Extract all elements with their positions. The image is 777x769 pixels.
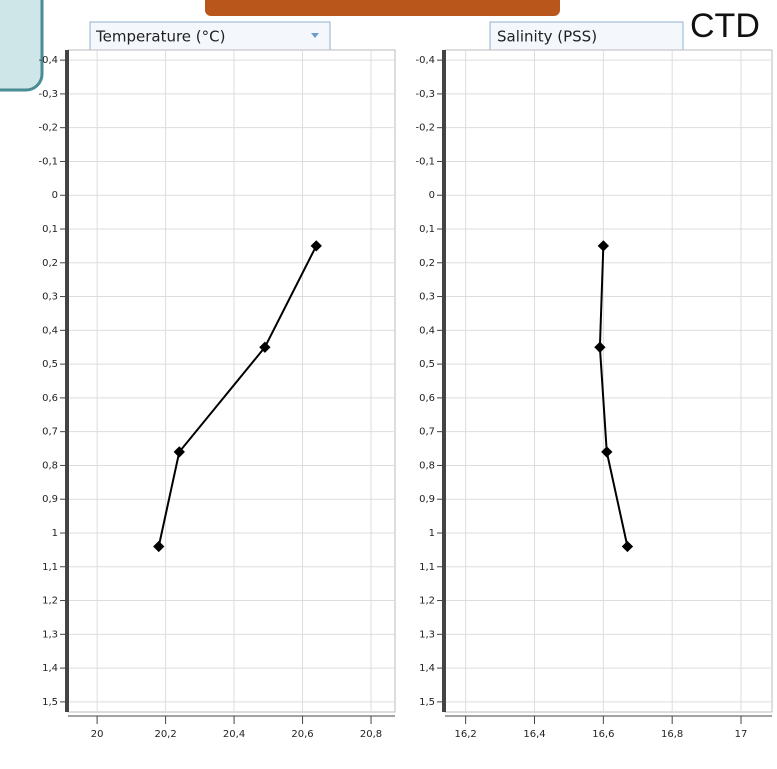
dropdown-label: Salinity (PSS) bbox=[497, 28, 597, 46]
y-tick-label: 1,4 bbox=[419, 663, 435, 674]
y-tick-label: -0,3 bbox=[415, 89, 435, 100]
x-tick-label: 20,8 bbox=[360, 729, 382, 740]
y-tick-label: 0,3 bbox=[419, 292, 435, 303]
y-tick-label: -0,3 bbox=[38, 89, 58, 100]
profile-line bbox=[157, 245, 318, 547]
y-tick-label: 0,1 bbox=[42, 224, 58, 235]
y-tick-label: 0,2 bbox=[419, 258, 435, 269]
y-tick-label: 1,5 bbox=[42, 697, 58, 708]
y-tick-label: 1 bbox=[429, 528, 435, 539]
photo-strip bbox=[205, 0, 560, 16]
y-tick-label: 0,7 bbox=[419, 427, 435, 438]
data-point bbox=[601, 446, 613, 458]
x-tick-label: 16,6 bbox=[592, 729, 614, 740]
data-point bbox=[173, 446, 185, 458]
plot-area bbox=[444, 49, 773, 713]
y-tick-label: 0,5 bbox=[419, 359, 435, 370]
data-point bbox=[153, 540, 165, 553]
x-tick-label: 17 bbox=[735, 729, 748, 740]
x-tick-label: 20,6 bbox=[291, 729, 313, 740]
y-tick-label: 1,5 bbox=[419, 697, 435, 708]
dropdown-label: Temperature (°C) bbox=[95, 28, 225, 46]
x-tick-label: 16,8 bbox=[661, 729, 683, 740]
x-tick-label: 20 bbox=[91, 729, 104, 740]
data-point bbox=[594, 341, 606, 353]
y-tick-label: 0,9 bbox=[419, 494, 435, 505]
y-tick-label: 0,9 bbox=[42, 494, 58, 505]
y-tick-label: 0,4 bbox=[42, 325, 58, 336]
y-tick-label: -0,2 bbox=[38, 123, 58, 134]
y-tick-label: 0,8 bbox=[419, 460, 435, 471]
x-tick-label: 16,4 bbox=[523, 729, 545, 740]
y-tick-label: -0,1 bbox=[38, 156, 58, 167]
y-tick-label: -0,2 bbox=[415, 123, 435, 134]
dropdown[interactable] bbox=[489, 21, 684, 51]
y-tick-label: 0,5 bbox=[42, 359, 58, 370]
y-tick-label: 1,1 bbox=[42, 562, 58, 573]
data-point bbox=[621, 540, 634, 553]
y-tick-label: 0,3 bbox=[42, 292, 58, 303]
y-tick-label: 1,3 bbox=[42, 629, 58, 640]
x-tick-label: 20,4 bbox=[223, 729, 245, 740]
y-tick-label: 0 bbox=[429, 190, 435, 201]
y-tick-label: 0,6 bbox=[42, 393, 58, 404]
side-panel bbox=[0, 0, 44, 92]
data-point bbox=[310, 240, 322, 252]
plot-area bbox=[67, 49, 396, 713]
y-tick-label: 1 bbox=[52, 528, 58, 539]
y-tick-label: 1,2 bbox=[419, 596, 435, 607]
y-tick-label: 0,2 bbox=[42, 258, 58, 269]
y-tick-label: 0,7 bbox=[42, 427, 58, 438]
heading: CTD bbox=[690, 7, 760, 45]
data-point bbox=[259, 341, 271, 353]
y-tick-label: -0,4 bbox=[38, 55, 58, 66]
y-tick-label: 0,8 bbox=[42, 460, 58, 471]
x-tick-label: 16,2 bbox=[455, 729, 477, 740]
y-tick-label: 1,2 bbox=[42, 596, 58, 607]
dropdown-arrow bbox=[311, 33, 319, 38]
y-tick-label: 0,1 bbox=[419, 224, 435, 235]
y-tick-label: 1,3 bbox=[419, 629, 435, 640]
y-tick-label: 0,4 bbox=[419, 325, 435, 336]
y-tick-label: -0,1 bbox=[415, 156, 435, 167]
y-tick-label: -0,4 bbox=[415, 55, 435, 66]
dropdown[interactable] bbox=[89, 21, 331, 51]
y-tick-label: 0 bbox=[52, 190, 58, 201]
data-point bbox=[597, 240, 609, 252]
profile-line bbox=[598, 245, 629, 547]
y-tick-label: 0,6 bbox=[419, 393, 435, 404]
y-tick-label: 1,4 bbox=[42, 663, 58, 674]
x-tick-label: 20,2 bbox=[154, 729, 176, 740]
y-tick-label: 1,1 bbox=[419, 562, 435, 573]
